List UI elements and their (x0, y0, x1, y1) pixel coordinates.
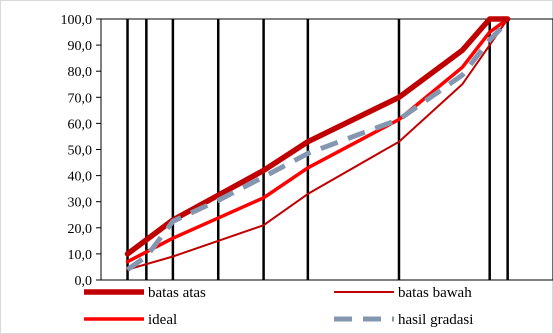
series-line-batas-atas (124, 16, 511, 257)
legend-label-hasil-gradasi: hasil gradasi (398, 312, 473, 328)
y-tick-label: 10,0 (68, 248, 93, 263)
series-line-ideal (125, 17, 510, 264)
y-tick-label: 40,0 (68, 170, 93, 185)
legend-label-batas-atas: batas atas (148, 285, 206, 301)
series-line-hasil-gradasi (126, 19, 510, 272)
legend-label-batas-bawah: batas bawah (398, 285, 472, 301)
legend: batas atas batas bawah ideal hasil gradasi (84, 285, 473, 328)
y-tick-label: 80,0 (68, 65, 93, 80)
y-tick-label: 90,0 (68, 39, 93, 54)
legend-label-ideal: ideal (148, 312, 177, 328)
y-tick-label: 100,0 (61, 13, 93, 28)
y-tick-label: 60,0 (68, 117, 93, 132)
y-tick-label: 50,0 (68, 144, 93, 159)
series-line-batas-bawah (126, 18, 509, 271)
y-tick-label: 30,0 (68, 196, 93, 211)
plot-area: 0,0 10,0 20,0 30,0 40,0 50,0 60,0 70,0 80,0 90,0 1… (61, 13, 553, 289)
y-tick-label: 70,0 (68, 91, 93, 106)
y-tick-label: 0,0 (75, 274, 93, 289)
y-tick-label: 20,0 (68, 222, 93, 237)
